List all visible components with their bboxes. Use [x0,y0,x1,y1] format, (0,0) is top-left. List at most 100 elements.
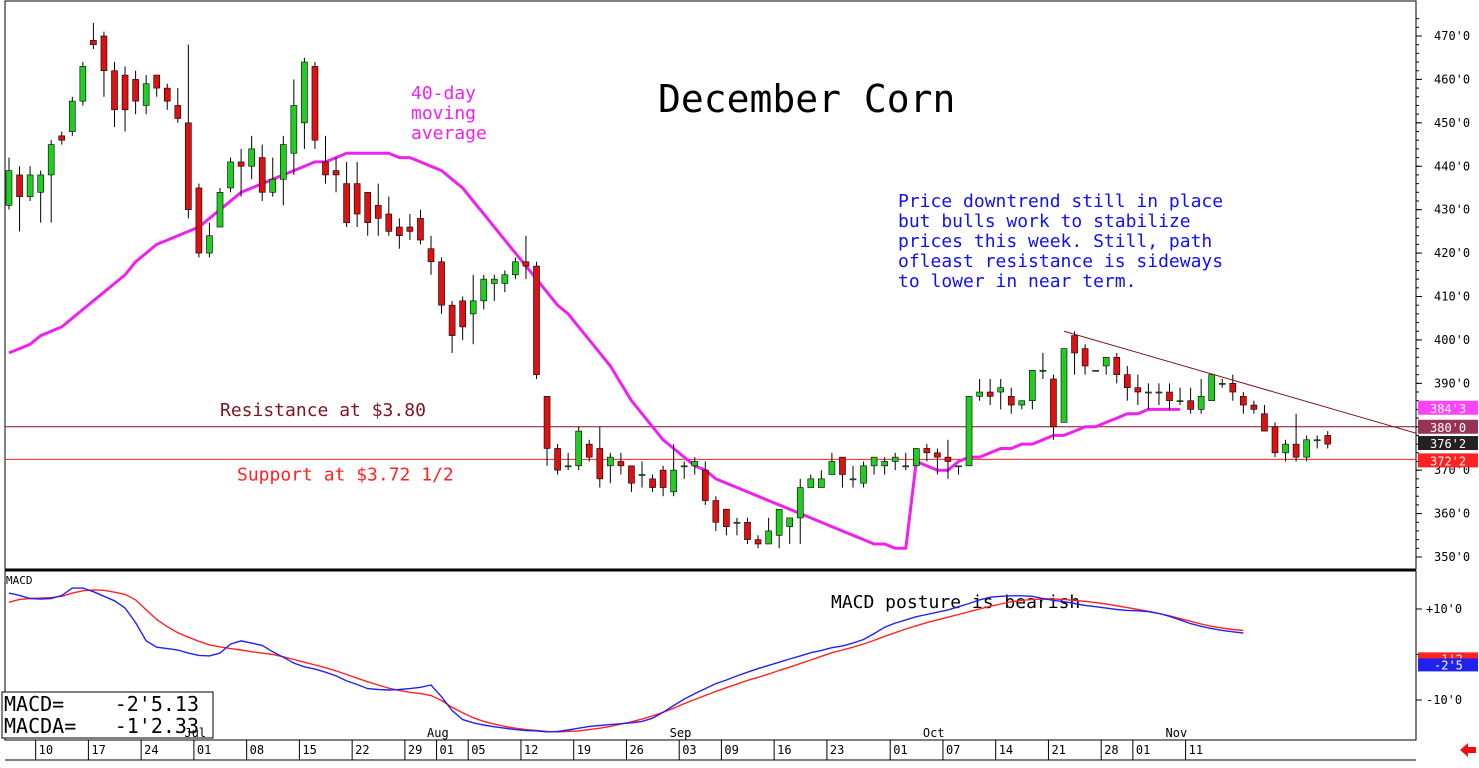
x-day-label: 01 [197,743,211,757]
candle-body [1145,391,1152,394]
candle [206,222,213,258]
candle-body [934,452,941,458]
candle [185,44,192,219]
price-y-tick-label: 360'0 [1434,507,1470,521]
x-month-label: Oct [923,726,945,740]
candle-body [1060,348,1068,423]
price-tag-label: 380'0 [1430,421,1466,435]
candle-body [554,448,561,471]
resistance-label: Resistance at $3.80 [220,400,426,421]
candle [923,444,931,462]
candle [1155,383,1163,406]
candle [628,465,635,492]
candle [16,166,23,232]
candle-body [1229,383,1237,393]
candle-body [1313,439,1321,442]
candle [1092,370,1099,372]
candle [522,235,530,280]
candle [100,31,108,97]
candle-body [1271,426,1279,454]
candle [659,465,667,497]
candle [1176,387,1184,406]
x-day-label: 03 [682,743,696,757]
candle [480,274,488,310]
candle [786,517,794,544]
candle-body [649,478,656,488]
macd-tag-box [1418,658,1478,672]
candle [301,57,308,149]
candle-body [1261,413,1268,432]
macd-panel-title: MACD [6,574,33,587]
candle-body [290,105,298,154]
candle-body [944,456,952,462]
candle [1261,405,1268,432]
candle [469,274,477,345]
candle [839,456,846,488]
candle [1324,431,1332,449]
candle-body [765,530,772,545]
candle-body [1240,396,1247,406]
candle-body [459,300,466,328]
left-arrow-icon[interactable] [1460,743,1476,757]
moving-average-line [8,151,1181,550]
candle-body [58,135,66,141]
candle [828,452,836,475]
candle-body [1155,391,1163,394]
candle [649,474,656,492]
macd-annotation: MACD posture is bearish [831,592,1080,613]
candle-body [628,465,635,484]
candle-body [1071,335,1078,354]
candle [79,62,87,106]
x-month-label: Sep [670,726,692,740]
candle [965,396,973,467]
candle-body [796,487,804,519]
candle [427,235,435,275]
candle-body [923,448,931,454]
candle-body [332,170,340,176]
candle [1113,352,1121,384]
candle [512,257,519,280]
candle-body [1282,443,1289,454]
macd-panel-frame [4,570,1417,741]
candle-body [1134,387,1142,393]
candle [870,456,878,475]
candle [944,439,952,479]
candle [279,135,287,206]
x-day-label: 01 [1136,743,1150,757]
candle [733,517,741,536]
candle-body [1197,396,1205,410]
candle-body [1218,383,1226,385]
x-day-label: 21 [1051,743,1065,757]
candle-body [396,226,403,237]
candle [680,461,688,479]
candle-body [617,461,625,467]
price-y-tick-label: 350'0 [1434,550,1470,564]
candle [533,261,540,379]
candle-body [79,66,87,102]
candle [237,148,245,197]
x-day-label: 01 [893,743,907,757]
x-day-label: 09 [724,743,738,757]
candle [543,396,551,466]
x-month-label: Nov [1166,726,1188,740]
candle [986,378,994,406]
candle-body [860,465,867,484]
macd-readout-label: MACD= [4,692,64,716]
candle [1081,344,1089,375]
candle-body [1187,400,1194,410]
candle-body [1018,400,1026,406]
commentary-line: Price downtrend still in place [898,191,1223,212]
candle-body [1081,348,1089,367]
candle [891,452,899,471]
candle [121,66,129,132]
candle-body [1092,370,1099,372]
candle-body [744,521,751,540]
candle-body [680,465,688,468]
candle [58,131,66,145]
candle [902,452,910,471]
support-label: Support at $3.72 1/2 [237,464,454,485]
moving-average-label: average [411,123,487,144]
price-tag-box [1418,453,1478,468]
candle-body [469,300,477,315]
